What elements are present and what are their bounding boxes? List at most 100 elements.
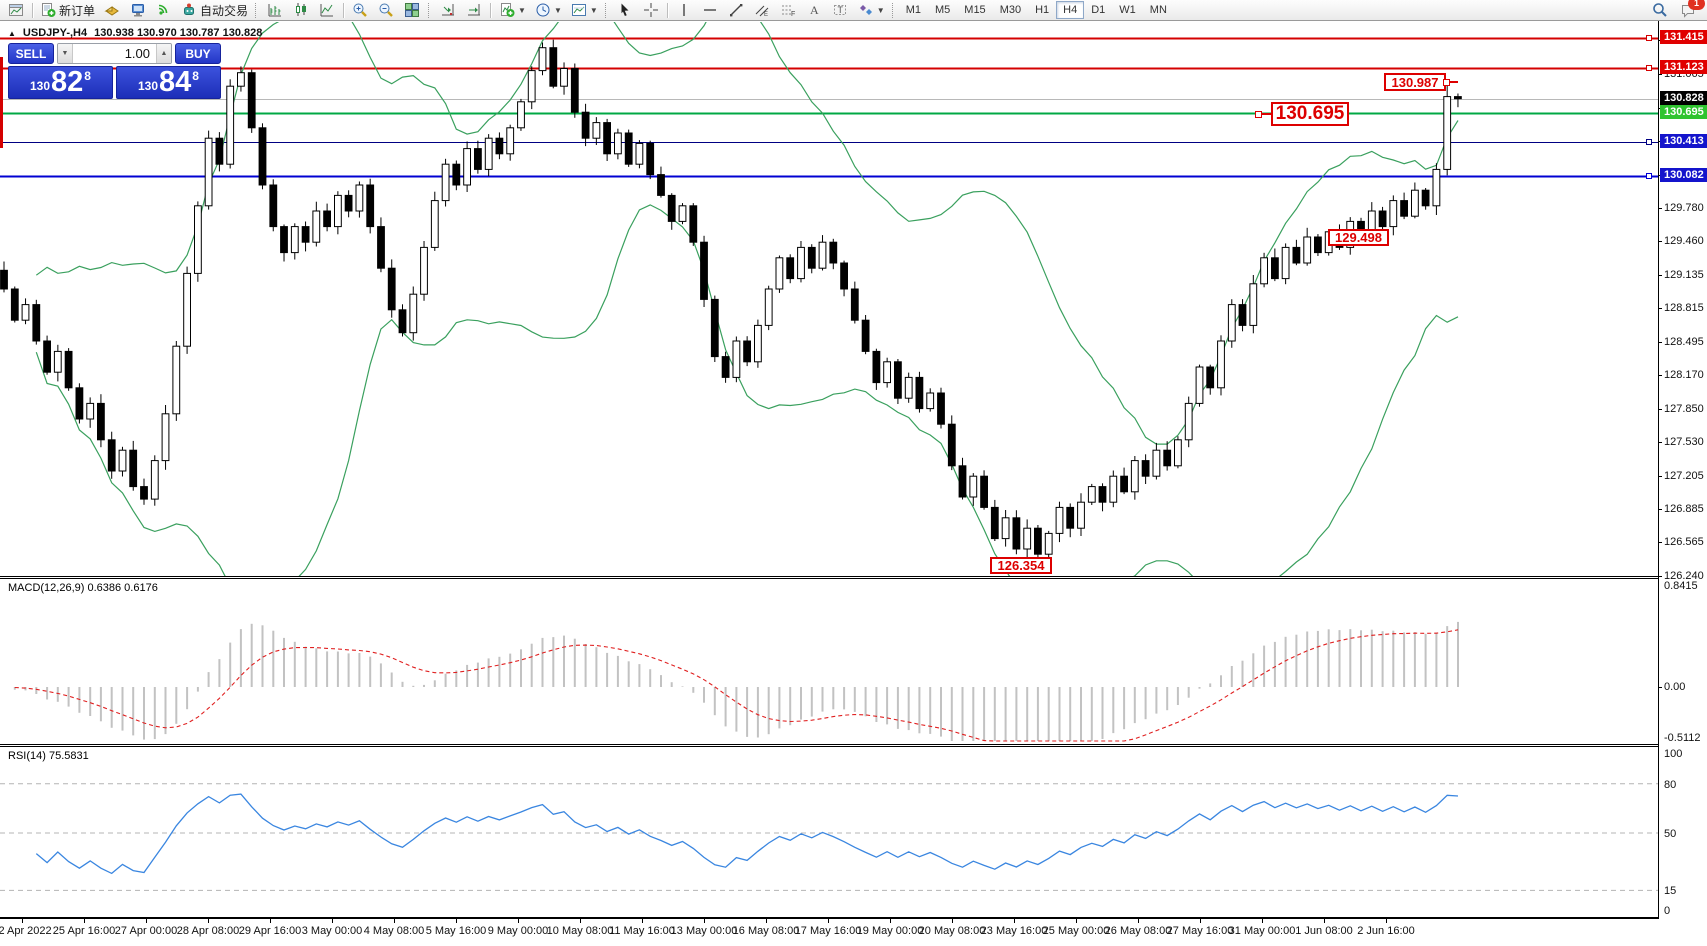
volume-value[interactable]: 1.00 [124, 46, 150, 61]
shapes-tool-button[interactable]: ▼ [853, 0, 889, 21]
market-watch-icon [103, 2, 121, 19]
market-watch-button[interactable] [99, 0, 125, 21]
price-tickmark [1658, 542, 1662, 543]
new-order-button[interactable]: 新订单 [36, 0, 99, 21]
line-selection-marker[interactable] [1646, 139, 1652, 145]
dropdown-caret-icon[interactable]: ▼ [876, 5, 885, 15]
candlestick-chart-button[interactable] [288, 0, 314, 21]
signals-button[interactable] [151, 0, 177, 21]
timeframe-m5-button[interactable]: M5 [935, 4, 951, 16]
rsi-label: RSI(14) 75.5831 [8, 750, 89, 762]
bar-chart-button[interactable] [262, 0, 288, 21]
price-tick-label: 126.565 [1664, 536, 1704, 548]
volume-increase-button[interactable]: ▲ [156, 44, 171, 63]
pane-separator[interactable] [0, 576, 1658, 579]
fibonacci-tool-button[interactable]: F [775, 0, 801, 21]
rsi-pane[interactable] [0, 747, 1658, 917]
data-window-button[interactable] [125, 0, 151, 21]
timeframe-h4-button[interactable]: H4 [1056, 1, 1085, 19]
add-indicator-icon [498, 2, 516, 19]
templates-button[interactable]: ▼ [566, 0, 602, 21]
timeframe-w1-button[interactable]: W1 [1119, 4, 1136, 16]
periods-button[interactable]: ▼ [530, 0, 566, 21]
dropdown-caret-icon[interactable]: ▼ [553, 5, 562, 15]
pane-separator[interactable] [0, 744, 1658, 747]
price-annotation[interactable]: 126.354 [990, 557, 1052, 574]
crosshair-icon [642, 2, 660, 19]
timeframe-mn-button[interactable]: MN [1149, 4, 1167, 16]
search-button[interactable] [1648, 0, 1672, 21]
rsi-scale-label: 80 [1664, 779, 1677, 791]
price-tick-label: 126.240 [1664, 570, 1704, 582]
autotrade-button[interactable]: 自动交易 [177, 0, 252, 21]
crosshair-tool-button[interactable] [638, 0, 664, 21]
label-tool-button[interactable]: T [827, 0, 853, 21]
time-tickmark [1200, 919, 1201, 923]
macd-pane[interactable] [0, 579, 1658, 744]
zoom-in-button[interactable] [347, 0, 373, 21]
volume-decrease-button[interactable]: ▼ [58, 44, 73, 63]
toolbar-grip [604, 2, 609, 18]
text-tool-button[interactable]: A [801, 0, 827, 21]
zoom-out-icon [377, 2, 395, 19]
svg-text:T: T [837, 5, 843, 15]
autotrade-label: 自动交易 [200, 3, 249, 18]
sell-button[interactable]: SELL [8, 43, 54, 64]
price-tick-label: 127.205 [1664, 470, 1704, 482]
chart-window-icon [7, 2, 25, 19]
timeframe-m30-button[interactable]: M30 [999, 4, 1022, 16]
buy-price-button[interactable]: 130 84 8 [116, 66, 221, 99]
trendline-tool-button[interactable] [723, 0, 749, 21]
price-tick-label: 126.885 [1664, 503, 1704, 515]
bar-chart-icon [266, 2, 284, 19]
timeframe-m15-button[interactable]: M15 [964, 4, 986, 16]
collapse-panel-icon[interactable]: ▲ [8, 28, 16, 38]
line-chart-button[interactable] [314, 0, 340, 21]
price-tickmark [1658, 442, 1662, 443]
sell-price-button[interactable]: 130 82 8 [8, 66, 113, 99]
horizontal-line-tool-button[interactable] [697, 0, 723, 21]
price-annotation[interactable]: 130.987 [1384, 73, 1458, 91]
toolbar-separator [666, 2, 668, 18]
time-tick-label: 9 May 00:00 [487, 925, 549, 937]
line-selection-marker[interactable] [1646, 35, 1652, 41]
chat-button[interactable]: 1 [1676, 0, 1705, 21]
time-tick-label: 1 Jun 08:00 [1295, 925, 1353, 937]
add-indicator-button[interactable]: ▼ [494, 0, 530, 21]
price-tickmark [1658, 241, 1662, 242]
toolbar-grip [255, 2, 259, 18]
price-tick-label: 128.495 [1664, 336, 1704, 348]
price-annotation[interactable]: 129.498 [1328, 229, 1389, 246]
dropdown-caret-icon[interactable]: ▼ [518, 5, 526, 15]
dropdown-caret-icon[interactable]: ▼ [589, 5, 598, 15]
label-icon: T [831, 2, 849, 19]
main-chart-pane[interactable] [0, 22, 1658, 576]
timeframe-d1-button[interactable]: D1 [1091, 4, 1106, 16]
price-line-tag: 131.123 [1660, 60, 1707, 74]
timeframe-h1-button[interactable]: H1 [1035, 4, 1050, 16]
vertical-line-tool-button[interactable] [671, 0, 697, 21]
new-chart-button[interactable] [3, 0, 29, 21]
price-tick-label: 127.530 [1664, 436, 1704, 448]
price-annotation[interactable]: 130.695 [1255, 102, 1349, 126]
line-selection-marker[interactable] [1646, 173, 1652, 179]
line-selection-marker[interactable] [1646, 65, 1652, 71]
zoom-in-icon [351, 2, 369, 19]
timeframe-m1-button[interactable]: M1 [905, 4, 921, 16]
zoom-out-button[interactable] [373, 0, 399, 21]
cursor-icon [616, 2, 634, 19]
fibonacci-icon: F [779, 2, 797, 19]
cursor-tool-button[interactable] [612, 0, 638, 21]
tile-windows-button[interactable] [399, 0, 425, 21]
autoscroll-button[interactable] [435, 0, 461, 21]
price-tick-label: 127.850 [1664, 403, 1704, 415]
buy-button[interactable]: BUY [175, 43, 221, 64]
time-tickmark [1324, 919, 1325, 923]
time-tick-label: 17 May 16:00 [794, 925, 862, 937]
chart-shift-button[interactable] [461, 0, 487, 21]
channel-tool-button[interactable]: E [749, 0, 775, 21]
time-tick-label: 10 May 08:00 [546, 925, 614, 937]
time-tick-label: 4 May 08:00 [363, 925, 425, 937]
